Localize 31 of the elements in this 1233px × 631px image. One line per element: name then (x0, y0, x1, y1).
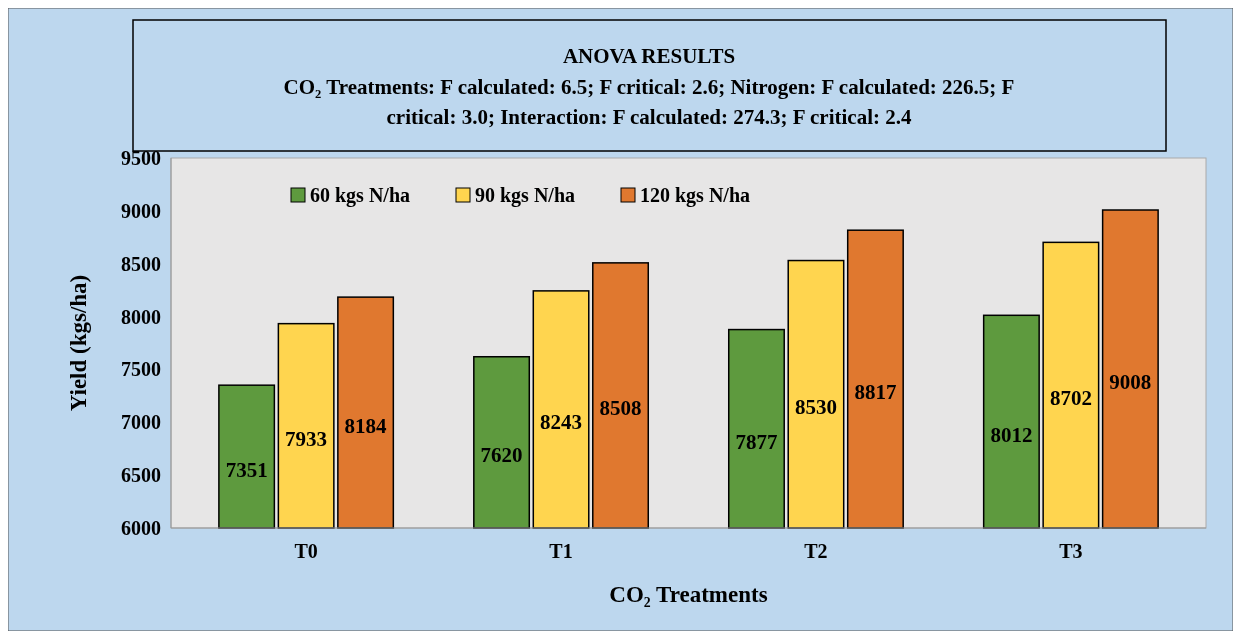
x-axis-title: CO₂ Treatments (609, 582, 768, 607)
x-tick-label: T2 (804, 540, 828, 562)
y-tick-label: 9500 (121, 147, 161, 169)
x-tick-label: T3 (1059, 540, 1083, 562)
data-label: 8012 (990, 422, 1033, 447)
data-label: 8243 (540, 410, 583, 435)
x-tick-label: T0 (294, 540, 318, 562)
data-label: 8508 (599, 396, 642, 421)
y-tick-label: 6500 (121, 464, 161, 487)
legend-label: 120 kgs N/ha (640, 184, 751, 207)
data-label: 7877 (735, 429, 778, 454)
chart-title: ANOVA RESULTS (562, 44, 736, 68)
y-tick-label: 7500 (121, 358, 161, 381)
x-tick-label: T1 (549, 540, 573, 562)
legend-label: 60 kgs N/ha (310, 184, 411, 207)
y-tick-label: 7000 (121, 411, 161, 434)
data-label: 8702 (1049, 386, 1092, 411)
legend-label: 90 kgs N/ha (475, 184, 576, 207)
y-axis-title: Yield (kgs/ha) (66, 274, 91, 412)
data-label: 7620 (480, 443, 523, 468)
data-label: 8530 (794, 395, 837, 420)
y-tick-label: 6000 (121, 517, 161, 539)
data-label: 7933 (285, 426, 328, 451)
data-label: 8817 (854, 380, 897, 405)
y-tick-label: 8500 (121, 252, 161, 275)
y-tick-label: 9000 (121, 199, 161, 222)
data-label: 9008 (1109, 370, 1152, 395)
data-label: 7351 (225, 457, 268, 482)
data-label: 8184 (344, 413, 388, 438)
chart-subtitle: CO₂ Treatments: F calculated: 6.5; F critical: 2.6; Nitrogen: F calculated: 226.5; F critical: 3.0; Interaction: F calculated: 274.3; F critical: 2.4 (283, 75, 1015, 129)
y-tick-label: 8000 (121, 305, 161, 328)
